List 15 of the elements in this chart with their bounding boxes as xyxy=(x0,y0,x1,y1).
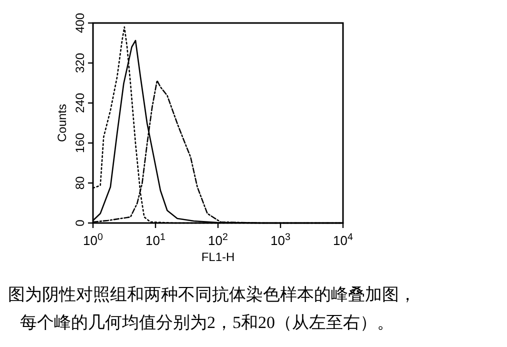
y-tick-label: 320 xyxy=(73,52,87,74)
x-tick-label: 10$^{4}$ xyxy=(333,232,354,248)
x-tick-label: 10$^{3}$ xyxy=(270,232,290,248)
x-axis-title: FL1-H xyxy=(201,250,235,264)
y-tick-label: 400 xyxy=(73,12,87,34)
y-tick-label: 80 xyxy=(73,176,87,190)
x-tick-label: 10$^{1}$ xyxy=(146,232,166,248)
y-tick-label: 160 xyxy=(73,132,87,154)
x-tick-label: 10$^{0}$ xyxy=(83,232,104,248)
text: 每个峰的几何均值分别为2，5和20（从左至右）。 xyxy=(20,313,394,332)
x-tick-label: 10$^{2}$ xyxy=(208,232,228,248)
y-axis-title: Counts xyxy=(55,104,69,142)
y-tick-label: 0 xyxy=(73,219,87,226)
y-tick-label: 240 xyxy=(73,92,87,114)
text: 图为阴性对照组和两种不同抗体染色样本的峰叠加图， xyxy=(8,285,416,304)
